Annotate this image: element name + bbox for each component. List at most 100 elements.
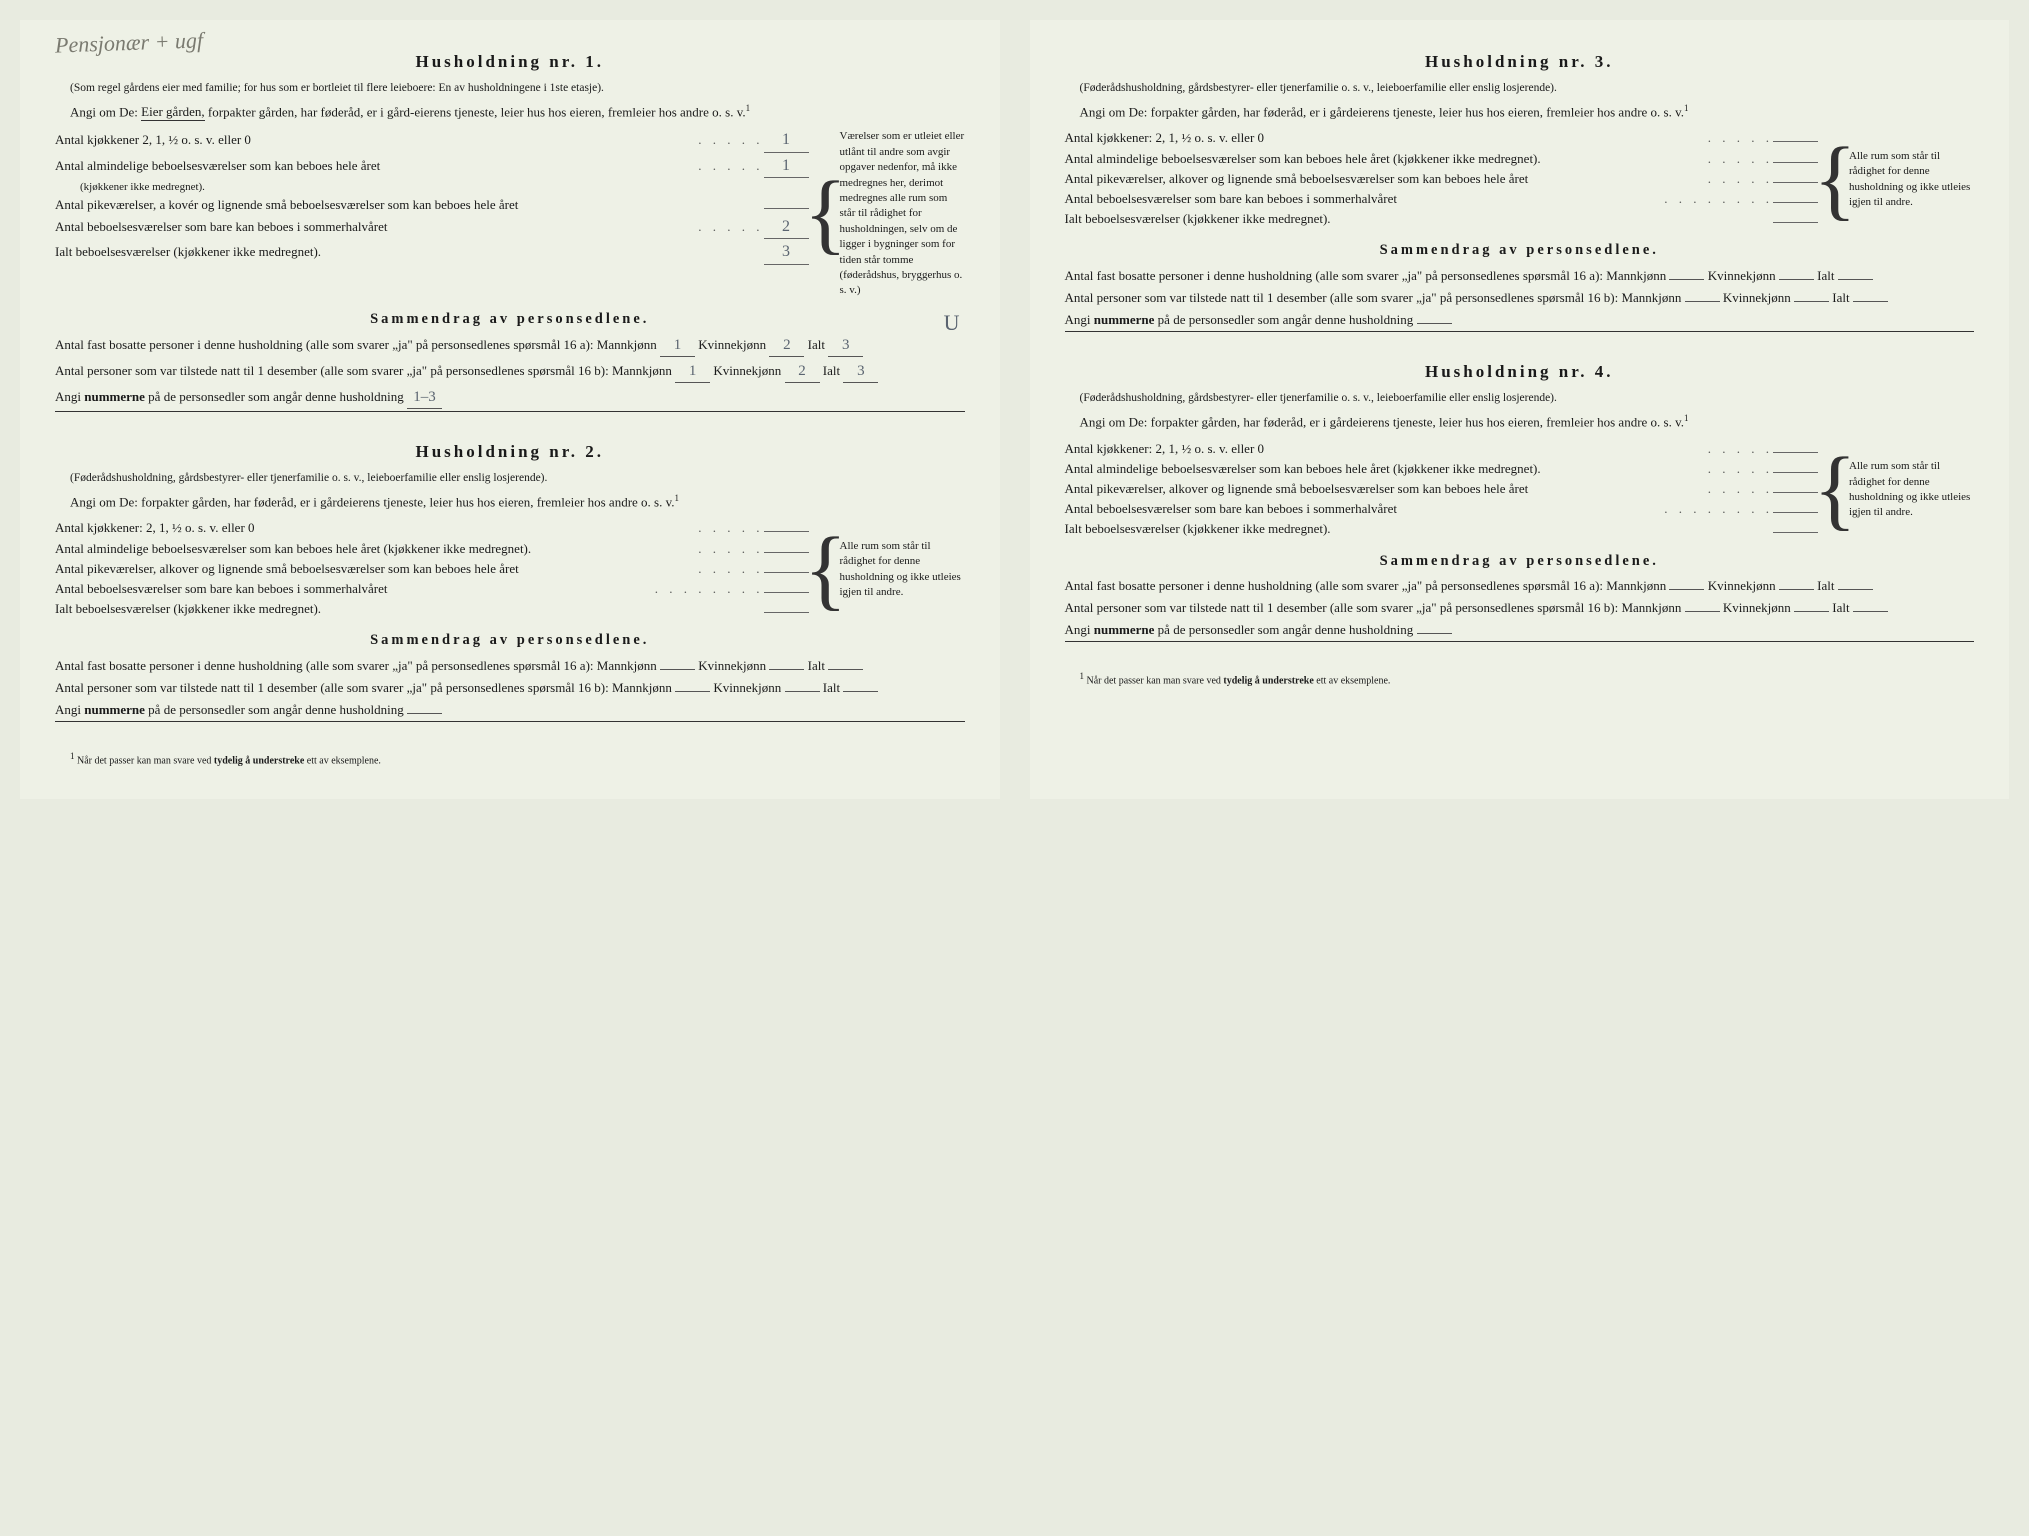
household-2-sidenote: Alle rum som står til rådighet for denne… (835, 519, 965, 620)
kvinne-b-value-3 (1794, 301, 1829, 302)
brace-icon-4: { (1826, 440, 1844, 541)
angi-eier: Eier gården, (141, 104, 205, 121)
kvinne-b-value-2 (785, 691, 820, 692)
household-1: Husholdning nr. 1. (Som regel gårdens ei… (55, 50, 965, 412)
ialt-label-b: Ialt (823, 363, 840, 378)
kvinne-label-3a: Kvinnekjønn (1708, 268, 1776, 283)
angi-prefix-2: Angi om De: (70, 494, 138, 509)
ordinary-row: Antal almindelige beboelsesværelser som … (55, 155, 809, 178)
total-row-2: Ialt beboelsesværelser (kjøkkener ikke m… (55, 600, 809, 618)
household-2-summary-title: Sammendrag av personsedlene. (55, 630, 965, 650)
summer-row-3: Antal beboelsesværelser som bare kan beb… (1065, 190, 1819, 208)
nummer-bold-3: nummerne (1094, 312, 1155, 327)
dots-4c: . . . . . (1708, 480, 1773, 498)
dots: . . . . . (698, 218, 763, 236)
ordinary-value-4 (1773, 472, 1818, 473)
household-2-rooms: Antal kjøkkener: 2, 1, ½ o. s. v. eller … (55, 519, 965, 620)
line-16a-4: Antal fast bosatte personer i denne hush… (1065, 577, 1975, 595)
kvinne-label-2a: Kvinnekjønn (698, 658, 766, 673)
handwritten-u-mark: U (944, 308, 960, 339)
kvinne-a-value-2 (769, 669, 804, 670)
ialt-b-value: 3 (843, 361, 878, 383)
line-16b-4: Antal personer som var tilstede natt til… (1065, 599, 1975, 617)
kvinne-a-value-4 (1779, 589, 1814, 590)
household-1-angi: Angi om De: Eier gården, forpakter gårde… (55, 102, 965, 122)
dots-2a: . . . . . (698, 519, 763, 537)
footnote-ref: 1 (746, 103, 751, 113)
ialt-label-4b: Ialt (1832, 600, 1849, 615)
nummer-rest: på de personsedler som angår denne husho… (148, 389, 404, 404)
dots: . . . . . (698, 157, 763, 175)
nummer-line-3: Angi nummerne på de personsedler som ang… (1065, 311, 1975, 332)
ordinary-row-2: Antal almindelige beboelsesværelser som … (55, 540, 809, 558)
footnote-rest-left: ett av eksemplene. (307, 756, 381, 767)
household-2-title: Husholdning nr. 2. (55, 440, 965, 464)
kitchen-value: 1 (764, 129, 809, 152)
ialt-label-2a: Ialt (808, 658, 825, 673)
footnote-ref-3: 1 (1684, 103, 1689, 113)
total-value: 3 (764, 241, 809, 264)
household-4-title: Husholdning nr. 4. (1065, 360, 1975, 384)
household-4-angi: Angi om De: forpakter gården, har føderå… (1065, 412, 1975, 432)
kvinne-b-value: 2 (785, 361, 820, 383)
ialt-a-value-3 (1838, 279, 1873, 280)
mann-b-value-3 (1685, 301, 1720, 302)
footnote-text-right: Når det passer kan man svare ved (1087, 676, 1221, 687)
brace-icon-2: { (817, 519, 835, 620)
household-4-summary-title: Sammendrag av personsedlene. (1065, 551, 1975, 571)
footnote-text-left: Når det passer kan man svare ved (77, 756, 211, 767)
line-16b-3: Antal personer som var tilstede natt til… (1065, 289, 1975, 307)
room-list: Antal kjøkkener 2, 1, ½ o. s. v. eller 0… (55, 129, 817, 298)
ordinary-value-3 (1773, 162, 1818, 163)
mann-label-2a: Mannkjønn (597, 658, 657, 673)
total-value-2 (764, 612, 809, 613)
nummer-label-3: Angi (1065, 312, 1091, 327)
line-16b: Antal personer som var tilstede natt til… (55, 361, 965, 383)
nummer-value-4 (1417, 633, 1452, 634)
pike-label-4: Antal pikeværelser, alkover og lignende … (1065, 480, 1708, 498)
footnote-right: 1 Når det passer kan man svare ved tydel… (1065, 670, 1975, 688)
angi-prefix: Angi om De: (70, 104, 138, 119)
line16b-prefix-3: Antal personer som var tilstede natt til… (1065, 290, 1619, 305)
line-16b-2: Antal personer som var tilstede natt til… (55, 679, 965, 697)
footnote-bold-right: tydelig å understreke (1223, 676, 1313, 687)
brace-icon: { (817, 129, 835, 298)
household-3: Husholdning nr. 3. (Føderådshusholdning,… (1065, 50, 1975, 332)
summer-value: 2 (764, 216, 809, 239)
total-label-4: Ialt beboelsesværelser (kjøkkener ikke m… (1065, 520, 1774, 538)
pike-row-3: Antal pikeværelser, alkover og lignende … (1065, 170, 1819, 188)
total-row-4: Ialt beboelsesværelser (kjøkkener ikke m… (1065, 520, 1819, 538)
mann-b-value: 1 (675, 361, 710, 383)
line16a-prefix-2: Antal fast bosatte personer i denne hush… (55, 658, 594, 673)
household-3-angi: Angi om De: forpakter gården, har føderå… (1065, 102, 1975, 122)
household-2-angi: Angi om De: forpakter gården, har føderå… (55, 492, 965, 512)
kitchen-label-4: Antal kjøkkener: 2, 1, ½ o. s. v. eller … (1065, 440, 1708, 458)
household-2: Husholdning nr. 2. (Føderådshusholdning,… (55, 440, 965, 722)
nummer-value-3 (1417, 323, 1452, 324)
line16a-prefix: Antal fast bosatte personer i denne hush… (55, 337, 594, 352)
nummer-rest-3: på de personsedler som angår denne husho… (1158, 312, 1414, 327)
nummer-rest-2: på de personsedler som angår denne husho… (148, 702, 404, 717)
total-row-3: Ialt beboelsesværelser (kjøkkener ikke m… (1065, 210, 1819, 228)
dots-2c: . . . . . (698, 560, 763, 578)
household-1-subtitle: (Som regel gårdens eier med familie; for… (55, 80, 965, 96)
household-2-subtitle: (Føderådshusholdning, gårdsbestyrer- ell… (55, 470, 965, 486)
total-value-3 (1773, 222, 1818, 223)
room-list-3: Antal kjøkkener: 2, 1, ½ o. s. v. eller … (1065, 129, 1827, 230)
mann-a-value: 1 (660, 335, 695, 357)
total-value-4 (1773, 532, 1818, 533)
kitchen-row-4: Antal kjøkkener: 2, 1, ½ o. s. v. eller … (1065, 440, 1819, 458)
dots-2d: . . . . . . . . (655, 580, 764, 598)
footnote-marker-right: 1 (1080, 671, 1085, 681)
nummer-label-2: Angi (55, 702, 81, 717)
pike-label-3: Antal pikeværelser, alkover og lignende … (1065, 170, 1708, 188)
summer-value-3 (1773, 202, 1818, 203)
footnote-ref-2: 1 (675, 493, 680, 503)
kitchen-value-2 (764, 531, 809, 532)
ordinary-value: 1 (764, 155, 809, 178)
mann-label-4b: Mannkjønn (1621, 600, 1681, 615)
kitchen-row-2: Antal kjøkkener: 2, 1, ½ o. s. v. eller … (55, 519, 809, 537)
total-row: Ialt beboelsesværelser (kjøkkener ikke m… (55, 241, 809, 264)
nummer-value: 1–3 (407, 387, 442, 409)
ordinary-label: Antal almindelige beboelsesværelser som … (55, 157, 698, 175)
